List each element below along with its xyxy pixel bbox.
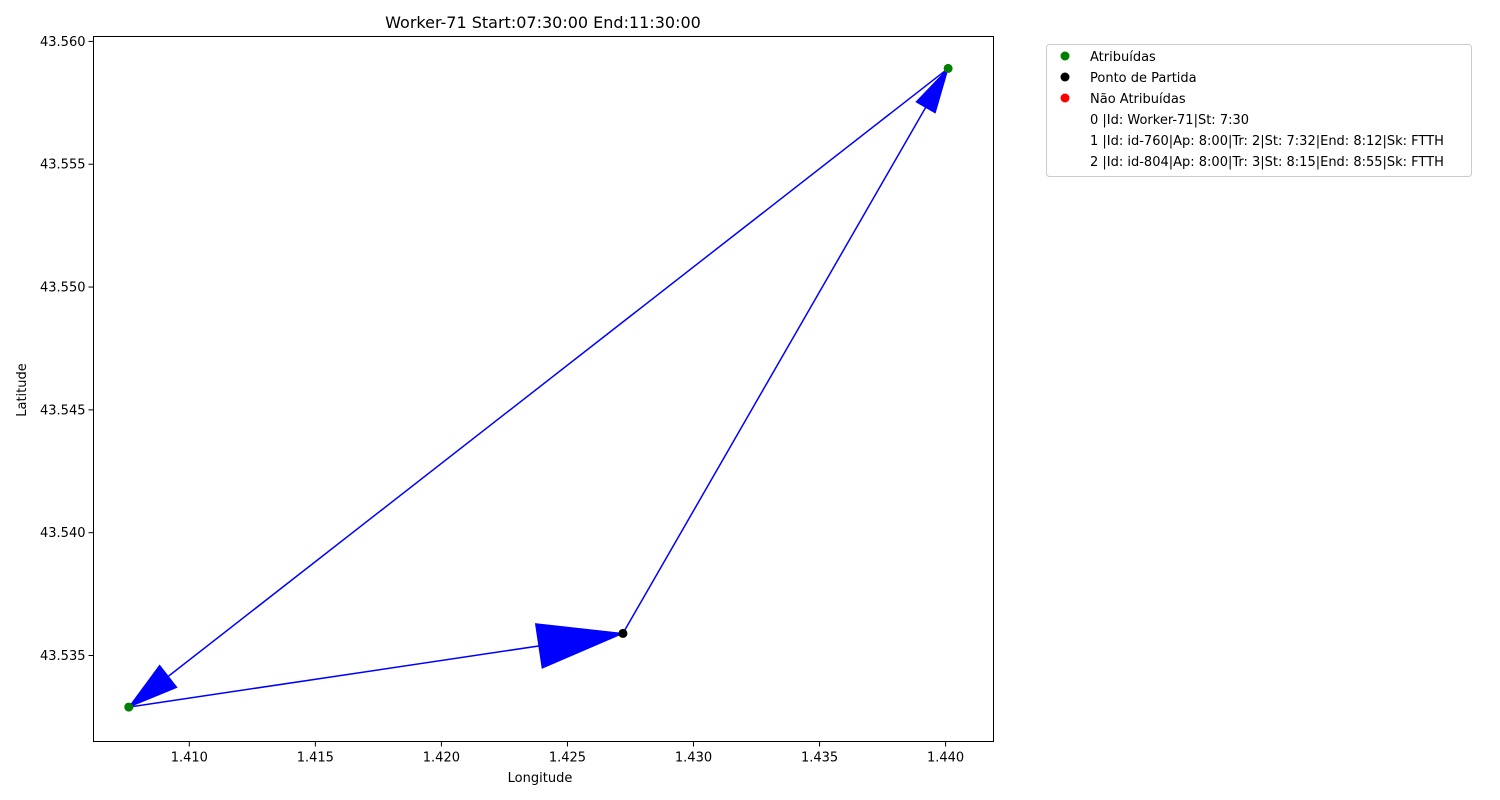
x-axis-label: Longitude [508, 771, 573, 786]
route-segment-1 [128, 67, 949, 708]
point-series0-0 [124, 702, 134, 712]
y-tick-label-2: 43.545 [40, 403, 86, 418]
x-tick-label-5: 1.435 [801, 751, 838, 766]
chart-title: Worker-71 Start:07:30:00 End:11:30:00 [385, 13, 701, 32]
y-axis-label: Latitude [15, 363, 30, 417]
legend-label-unassigned: Não Atribuídas [1090, 92, 1186, 107]
legend-marker-assigned [1060, 51, 1070, 61]
x-tick-label-1: 1.415 [297, 751, 334, 766]
legend-entry-1: 1 |Id: id-760|Ap: 8:00|Tr: 2|St: 7:32|En… [1090, 134, 1444, 149]
y-tick-label-4: 43.555 [40, 158, 86, 173]
legend-entry-0: 0 |Id: Worker-71|St: 7:30 [1090, 113, 1249, 128]
route-arrowhead-2 [534, 623, 625, 669]
y-axis-ticks: 43.535 43.540 43.545 43.550 43.555 43.560 [40, 35, 94, 664]
point-series0-1 [943, 63, 953, 73]
route-arrowhead-0 [915, 68, 949, 114]
legend-box [1046, 44, 1472, 177]
y-tick-label-5: 43.560 [40, 35, 86, 50]
y-tick-label-1: 43.540 [40, 526, 86, 541]
legend: Atribuídas Ponto de Partida Não Atribuíd… [1046, 44, 1472, 177]
legend-marker-start [1060, 72, 1070, 82]
x-tick-label-0: 1.410 [171, 751, 208, 766]
y-tick-label-3: 43.550 [40, 281, 86, 296]
legend-marker-unassigned [1060, 93, 1070, 103]
x-tick-label-4: 1.430 [675, 751, 712, 766]
point-series1-0 [618, 628, 628, 638]
route-segment-0 [622, 68, 949, 634]
x-tick-label-2: 1.420 [423, 751, 460, 766]
x-tick-label-6: 1.440 [927, 751, 964, 766]
x-tick-label-3: 1.425 [549, 751, 586, 766]
legend-label-start: Ponto de Partida [1090, 71, 1197, 86]
legend-label-assigned: Atribuídas [1090, 50, 1156, 65]
x-axis-ticks: 1.410 1.415 1.420 1.425 1.430 1.435 1.440 [171, 741, 964, 766]
plot-frame [93, 36, 994, 742]
plot-area [124, 63, 953, 712]
legend-entry-2: 2 |Id: id-804|Ap: 8:00|Tr: 3|St: 8:15|En… [1090, 155, 1444, 170]
y-tick-label-0: 43.535 [40, 649, 86, 664]
route-arrowhead-1 [127, 664, 178, 709]
